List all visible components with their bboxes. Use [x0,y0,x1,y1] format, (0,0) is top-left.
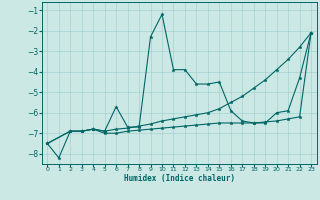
X-axis label: Humidex (Indice chaleur): Humidex (Indice chaleur) [124,174,235,183]
